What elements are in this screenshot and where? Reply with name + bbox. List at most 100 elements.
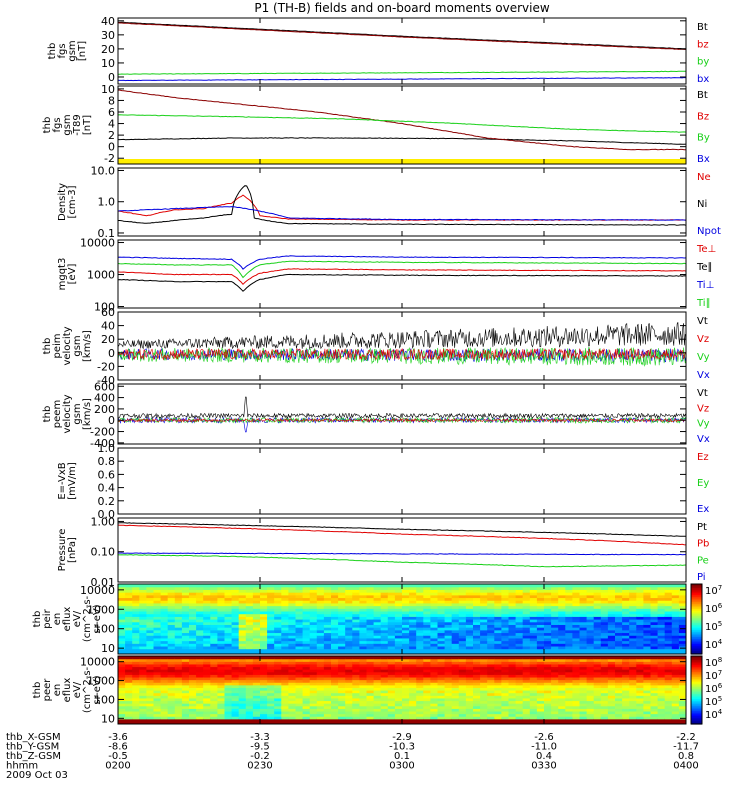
plot-area: [118, 21, 686, 82]
y-axis-label: [mV/m]: [67, 462, 78, 500]
y-tick-label: 8: [108, 94, 115, 107]
plot-area: [118, 322, 686, 367]
y-axis-label: thb: [47, 43, 58, 60]
series-Ti⊥-line: [118, 255, 686, 270]
y-tick-label: 4: [108, 118, 115, 131]
x-tick-value: 0330: [531, 761, 556, 772]
colorbar-tick-label: 108: [705, 656, 722, 669]
y-axis-label: [nPa]: [67, 537, 78, 563]
x-tick-value: 0200: [105, 761, 130, 772]
y-tick-label: 1.0: [98, 442, 116, 455]
y-axis-label: [km/s]: [82, 330, 93, 362]
y-axis-label: E=-VxB: [57, 462, 68, 499]
y-tick-label: 40: [101, 320, 115, 333]
y-tick-label: 0.0: [98, 508, 116, 521]
y-tick-label: 1.0: [98, 196, 116, 209]
series-Vt-line: [118, 396, 686, 419]
series-by-line: [118, 70, 686, 75]
x-tick-value: 0.8: [678, 751, 694, 762]
y-axis-label: [km/s]: [82, 398, 93, 430]
legend-Ti⊥: Ti⊥: [696, 280, 714, 291]
series-Te∥-line: [118, 273, 686, 292]
x-tick-value: -0.2: [250, 751, 270, 762]
series-Ti∥-line: [118, 260, 686, 279]
legend-Pb: Pb: [697, 539, 709, 550]
y-tick-label: 0.6: [98, 468, 116, 481]
legend-bz: bz: [697, 39, 709, 50]
y-axis-label: sr-eV): [92, 604, 103, 633]
panel-frame: [117, 383, 687, 445]
y-tick-label: 40: [101, 15, 115, 28]
y-tick-label: 0.01: [91, 576, 116, 589]
series-Npot-line: [118, 206, 686, 221]
x-tick-value: -2.6: [534, 732, 554, 743]
legend-Vy: Vy: [697, 352, 710, 363]
colorbar: 104 105 106 107: [690, 583, 723, 655]
series-Pi-line: [118, 552, 686, 556]
colorbar-tick-label: 106: [705, 682, 723, 695]
y-axis-label: en: [52, 613, 63, 626]
x-tick-value: -9.5: [250, 742, 270, 753]
y-axis-label: velocity: [62, 394, 73, 433]
y-axis-label: eflux: [62, 678, 73, 703]
legend-Vz: Vz: [697, 334, 709, 345]
legend-Vy: Vy: [697, 419, 710, 430]
y-tick-label: 1000: [87, 603, 115, 616]
legend-Te∥: Te∥: [696, 262, 713, 273]
y-axis-label: peir: [42, 608, 53, 628]
legend-Ni: Ni: [697, 199, 707, 210]
y-axis-label: gsm: [67, 40, 78, 61]
y-axis-label: sr-eV): [92, 675, 103, 704]
y-tick-label: 1000: [87, 675, 115, 688]
y-tick-label: 20: [101, 333, 115, 346]
series-Vz-line: [118, 417, 686, 423]
y-tick-label: 0.10: [91, 546, 116, 559]
legend-Vz: Vz: [697, 403, 709, 414]
legend-Vx: Vx: [697, 434, 710, 445]
panel-frame: [117, 167, 687, 237]
y-tick-label: 100: [94, 693, 115, 706]
y-tick-label: 100: [94, 623, 115, 636]
x-axis-row-label: thb_X-GSM: [6, 732, 61, 743]
panel-4: 100 1000 10000 mgqt3 [eV] Te⊥ Te∥ Ti⊥ Ti∥: [57, 237, 716, 314]
legend-Vt: Vt: [697, 316, 708, 327]
y-tick-label: 6: [108, 106, 115, 119]
legend-Bx: Bx: [697, 154, 710, 165]
y-tick-label: 600: [94, 380, 115, 393]
colorbar-tick-label: 104: [705, 708, 723, 721]
colorbar-tick-label: 105: [705, 695, 722, 708]
x-tick-value: -2.2: [676, 732, 696, 743]
y-axis-label: thb: [42, 117, 53, 134]
x-tick-value: -8.6: [108, 742, 128, 753]
plot-area: [118, 396, 686, 433]
legend-Ez: Ez: [697, 452, 709, 463]
y-tick-label: 10: [101, 642, 115, 655]
y-tick-label: -20: [97, 360, 115, 373]
y-axis-label: Density: [57, 183, 68, 221]
legend-Pe: Pe: [697, 555, 709, 566]
y-tick-label: 0: [108, 141, 115, 154]
y-axis-label: [cm-3]: [67, 185, 78, 218]
legend-Bt: Bt: [697, 22, 708, 33]
x-axis-row-label: thb_Z-GSM: [6, 751, 61, 762]
y-axis-label: en: [52, 684, 63, 697]
series-Pe-line: [118, 554, 686, 568]
panel-7: 0.00.20.40.60.81.0 E=-VxB [mV/m] Ez Ey Ex: [57, 442, 709, 521]
y-axis-label: peim: [52, 333, 63, 358]
plot-area: [118, 584, 686, 654]
x-tick-value: 0300: [389, 761, 414, 772]
y-tick-label: 2: [108, 129, 115, 142]
y-tick-label: 0: [108, 71, 115, 84]
series-Vx-line: [118, 416, 686, 433]
y-tick-label: 0: [108, 347, 115, 360]
legend-Ey: Ey: [697, 478, 709, 489]
series-Vt-line: [118, 322, 686, 350]
series-By-line: [118, 114, 686, 133]
y-tick-label: 1.00: [91, 515, 116, 528]
panel-3: 0.1 1.0 10.0 Density [cm-3] Ne Ni Npot: [57, 164, 721, 239]
panel-8: 0.01 0.10 1.00 Pressure [nPa] Pt Pb Pe Pi: [57, 515, 709, 589]
